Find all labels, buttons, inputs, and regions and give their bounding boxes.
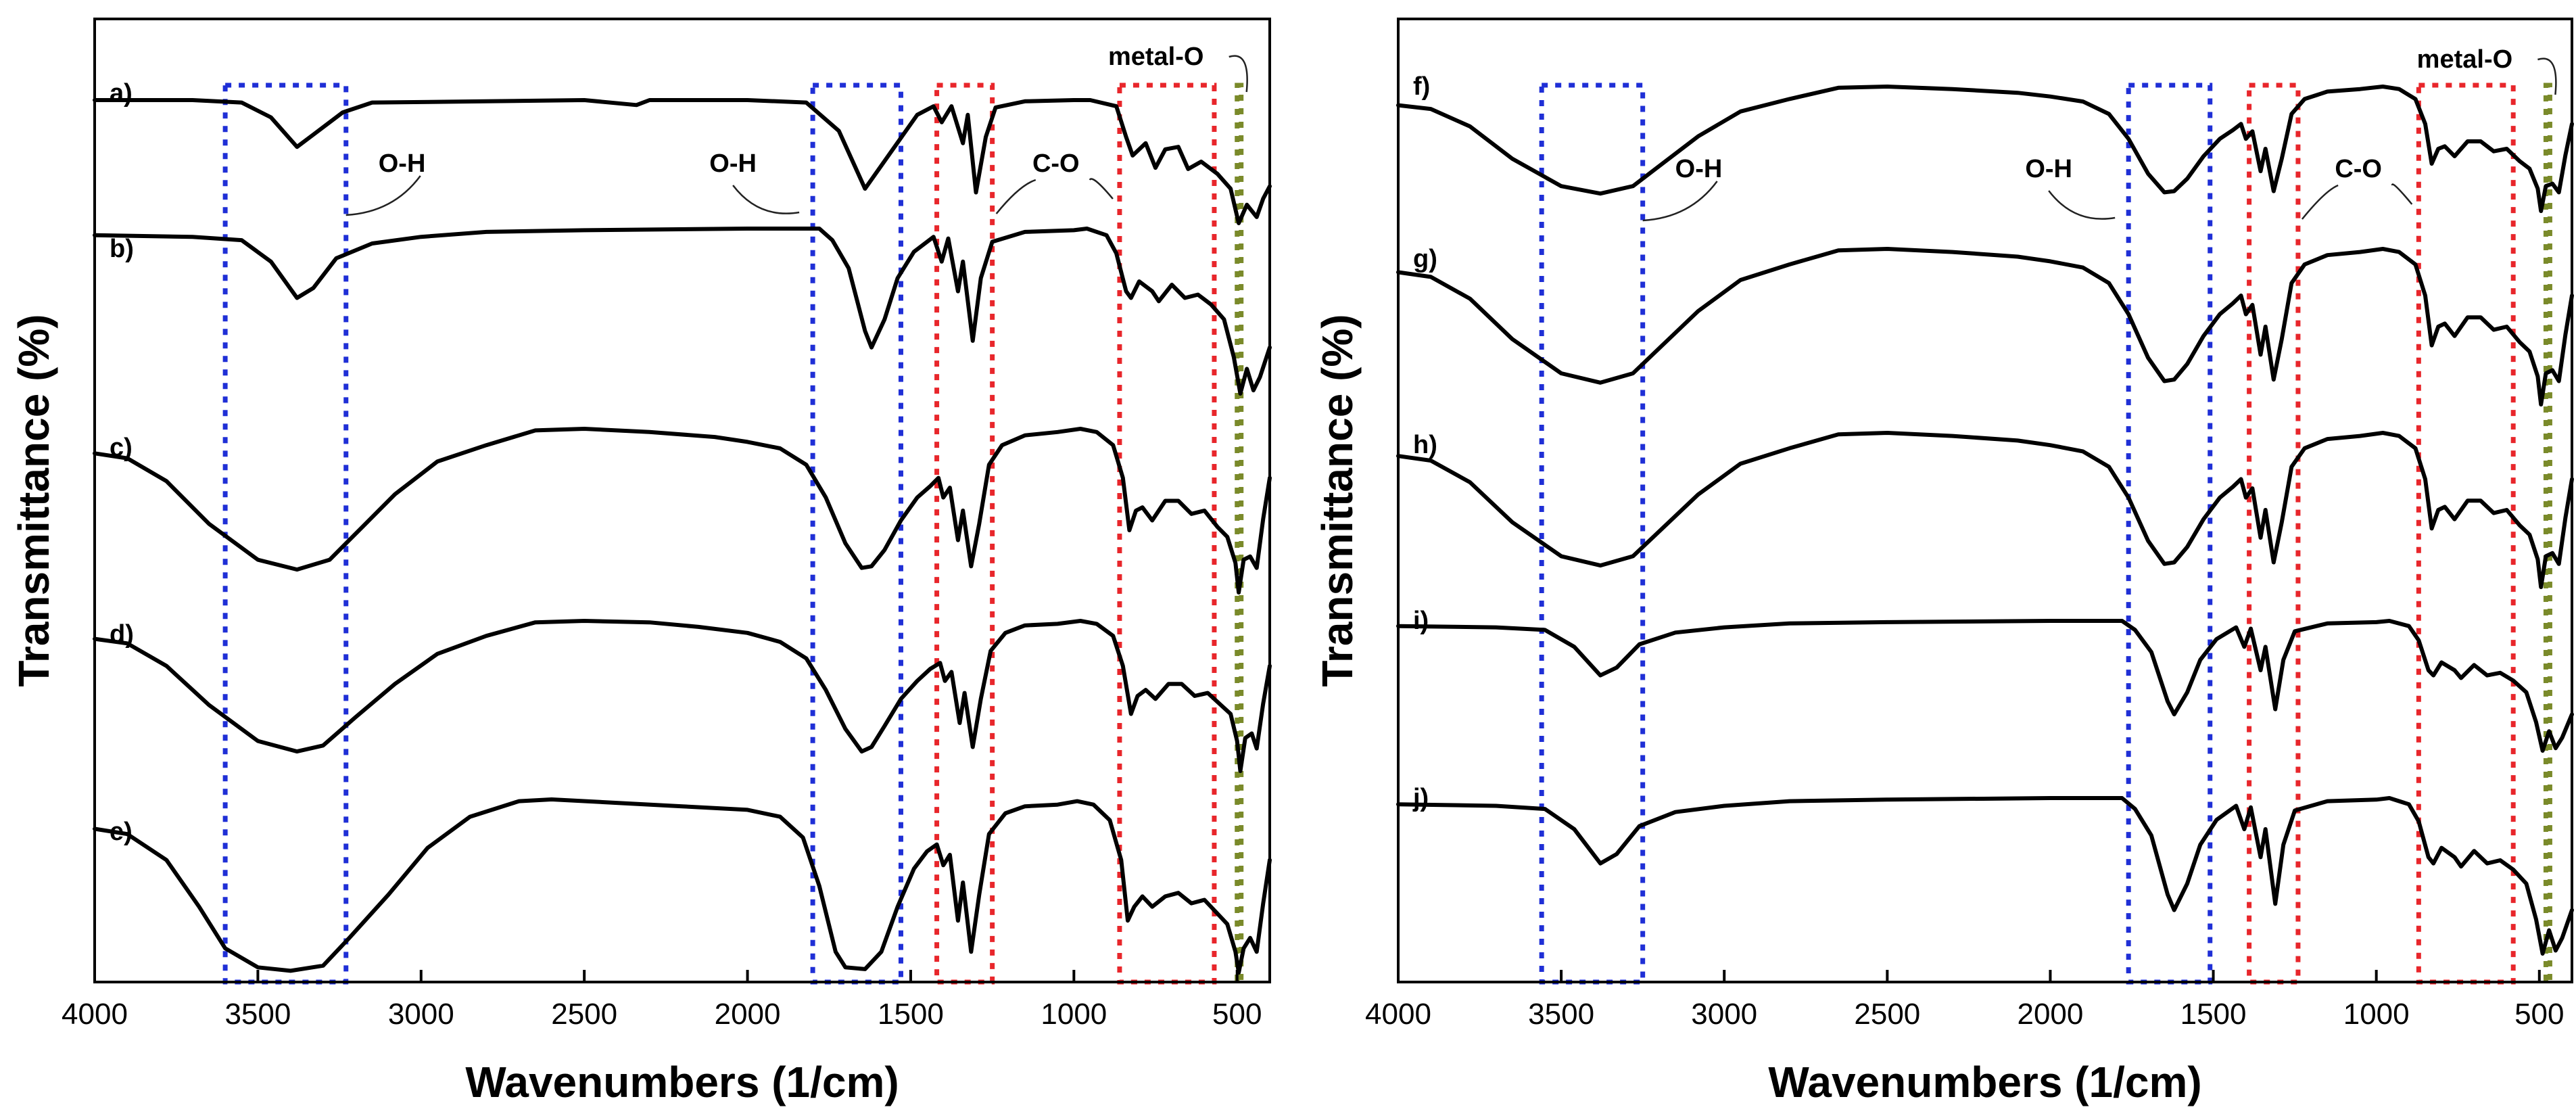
annotation-oh-left: O-H (379, 149, 426, 178)
x-tick-label-3000: 3000 (1691, 998, 1757, 1031)
x-tick-label-4000: 4000 (1365, 998, 1431, 1031)
spectrum-line-g (1396, 247, 2574, 406)
arrow-metal-o (1229, 55, 1248, 93)
plot-frame (93, 18, 1271, 983)
x-tick-label-1000: 1000 (1041, 998, 1107, 1031)
x-tick-label-500: 500 (1212, 998, 1262, 1031)
arrow-co-right (1089, 178, 1114, 200)
region-co-3 (1117, 83, 1217, 985)
x-tick-label-2000: 2000 (715, 998, 781, 1031)
series-label-b: b) (110, 235, 134, 263)
series-label-e: e) (110, 818, 133, 846)
region-metalo-4 (2543, 83, 2552, 985)
x-axis-title: Wavenumbers (1/cm) (465, 1058, 899, 1106)
region-metalo-4 (1235, 83, 1244, 985)
x-tick-label-1000: 1000 (2343, 998, 2410, 1031)
spectrum-line-d (93, 619, 1272, 773)
annotation-co: C-O (2335, 155, 2382, 183)
region-co-2 (934, 83, 995, 985)
panel-right: f) g) h) i) j) 4000 3500 3000 2500 2000 1500 1000 50… (1313, 18, 2574, 1106)
plot-frame (1397, 18, 2573, 983)
arrow-co-left (2301, 184, 2339, 220)
series-label-i: i) (1413, 607, 1429, 635)
x-tick-label-2500: 2500 (1854, 998, 1920, 1031)
arrow-oh-right (2048, 190, 2116, 220)
x-tick-label-2000: 2000 (2017, 998, 2083, 1031)
series-label-a: a) (110, 79, 133, 108)
arrow-co-left (995, 179, 1036, 214)
x-tick-label-4000: 4000 (62, 998, 128, 1031)
series-label-c: c) (110, 434, 133, 462)
series-label-j: j) (1412, 784, 1429, 812)
arrow-metal-o (2537, 57, 2557, 95)
series-label-h: h) (1413, 431, 1437, 459)
arrow-oh-left (1642, 181, 1718, 222)
region-oh-1 (810, 83, 903, 985)
x-tick-label-3500: 3500 (1528, 998, 1594, 1031)
x-tick-label-1500: 1500 (878, 998, 944, 1031)
x-axis-title: Wavenumbers (1/cm) (1768, 1058, 2201, 1106)
arrow-oh-left (345, 175, 421, 216)
region-oh-0 (222, 83, 349, 985)
spectrum-line-h (1396, 431, 2574, 589)
spectrum-line-i (1396, 619, 2574, 753)
spectrum-line-b (93, 227, 1272, 396)
x-tick-label-3500: 3500 (224, 998, 291, 1031)
spectrum-line-a (93, 98, 1272, 225)
spectrum-line-e (93, 797, 1272, 975)
region-co-2 (2247, 83, 2301, 985)
annotation-oh-right: O-H (2025, 155, 2072, 183)
annotation-oh-left: O-H (1675, 155, 1723, 183)
x-tick-label-3000: 3000 (388, 998, 454, 1031)
y-axis-title: Transmittance (%) (1313, 314, 1362, 686)
spectrum-line-c (93, 427, 1272, 594)
annotation-metal-o: metal-O (2417, 45, 2512, 74)
x-tick-label-500: 500 (2514, 998, 2564, 1031)
region-co-3 (2416, 83, 2516, 985)
region-oh-0 (1539, 83, 1646, 985)
spectrum-line-j (1396, 796, 2574, 956)
arrow-co-right (2391, 183, 2413, 205)
x-tick-label-2500: 2500 (551, 998, 617, 1031)
panel-left: a) b) c) d) e) 4000 3500 3000 2500 2000 1500 1000 50… (9, 18, 1272, 1106)
annotation-metal-o: metal-O (1108, 43, 1203, 71)
annotation-oh-right: O-H (709, 149, 757, 178)
series-label-f: f) (1413, 72, 1430, 101)
y-axis-title: Transmittance (%) (9, 314, 58, 686)
series-label-g: g) (1413, 245, 1437, 273)
spectrum-line-f (1396, 85, 2574, 213)
series-label-d: d) (110, 620, 134, 649)
annotation-co: C-O (1032, 149, 1080, 178)
arrow-oh-right (732, 185, 800, 214)
x-tick-label-1500: 1500 (2180, 998, 2247, 1031)
